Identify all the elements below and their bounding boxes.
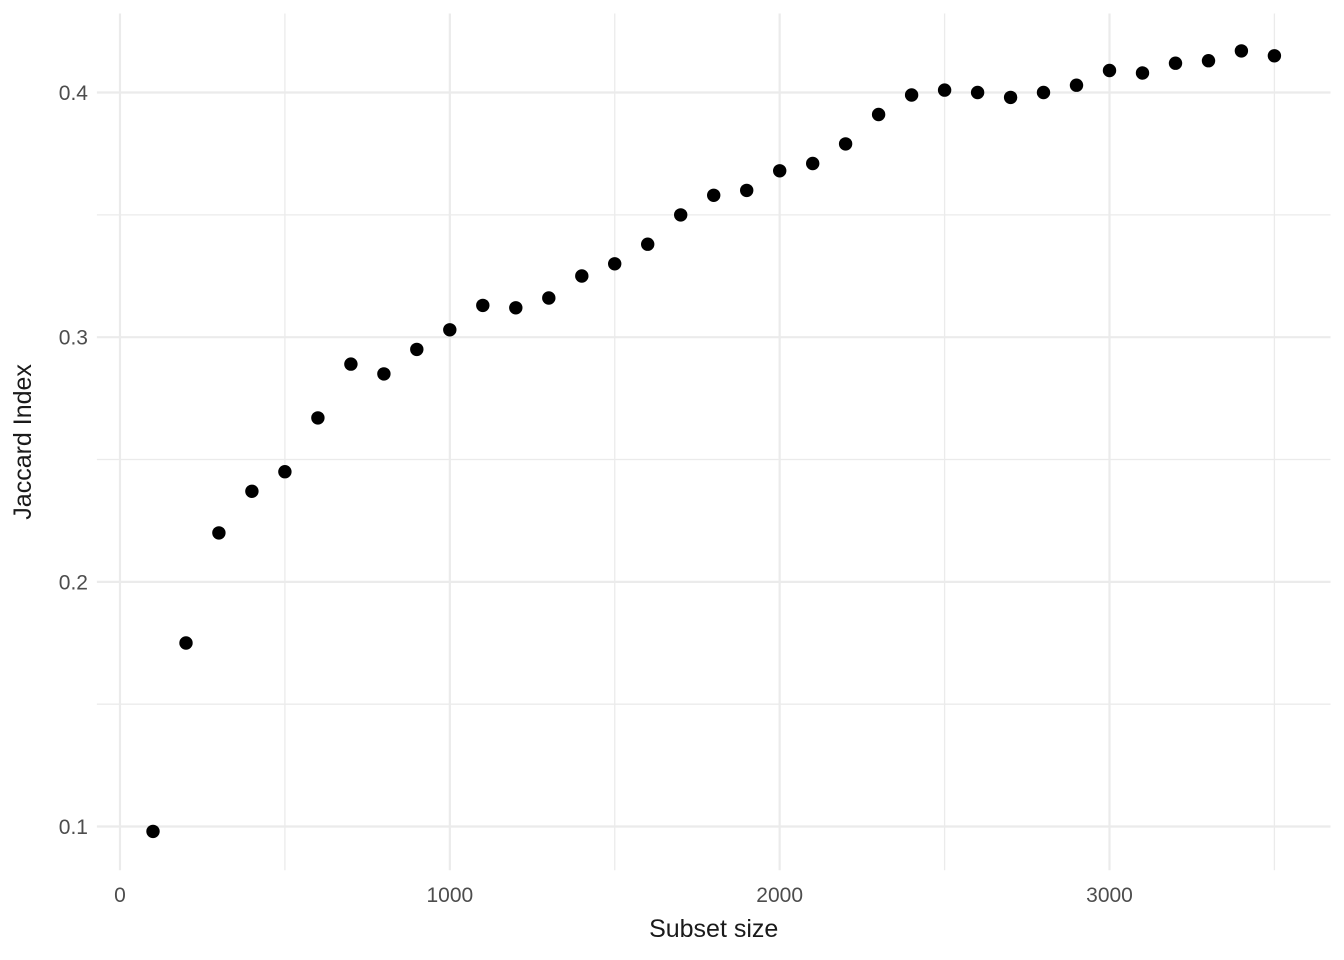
data-point — [1201, 54, 1216, 68]
data-point — [1267, 49, 1282, 63]
data-point — [410, 342, 424, 357]
data-point — [1234, 44, 1249, 58]
data-point — [278, 465, 292, 479]
data-point — [707, 188, 721, 202]
y-axis-title: Jaccard Index — [9, 364, 37, 520]
data-point — [871, 107, 886, 122]
data-point — [1135, 66, 1150, 80]
data-point — [509, 301, 523, 315]
data-point — [970, 85, 985, 100]
x-axis-tick-label: 1000 — [426, 884, 473, 907]
data-point — [146, 824, 160, 839]
data-point — [1069, 78, 1084, 92]
data-point — [542, 291, 556, 305]
y-axis-tick-label: 0.3 — [59, 327, 88, 350]
data-point — [838, 137, 853, 151]
data-point — [1168, 56, 1183, 70]
data-point — [740, 183, 754, 198]
data-point — [179, 636, 193, 650]
x-axis-tick-label: 2000 — [756, 884, 803, 907]
data-point — [674, 208, 688, 222]
data-point — [476, 298, 490, 313]
data-point — [773, 164, 787, 178]
data-point — [443, 323, 457, 337]
data-point — [806, 156, 820, 171]
data-point — [245, 484, 259, 498]
data-point — [1036, 85, 1051, 100]
y-axis-tick-label: 0.4 — [59, 82, 89, 105]
data-point — [377, 367, 391, 381]
data-point — [937, 83, 952, 97]
data-point — [1102, 63, 1117, 78]
data-point — [344, 357, 358, 371]
y-axis-tick-label: 0.1 — [59, 816, 88, 839]
x-axis-title: Subset size — [649, 915, 778, 943]
data-point — [904, 88, 919, 102]
data-point — [1003, 90, 1018, 105]
data-point — [608, 257, 622, 271]
x-axis-tick-label: 0 — [114, 884, 126, 907]
data-point — [212, 526, 226, 540]
data-point — [311, 411, 325, 425]
data-point — [575, 269, 589, 283]
x-axis-tick-label: 3000 — [1086, 884, 1133, 907]
y-axis-tick-label: 0.2 — [59, 571, 88, 594]
data-point — [641, 237, 655, 251]
